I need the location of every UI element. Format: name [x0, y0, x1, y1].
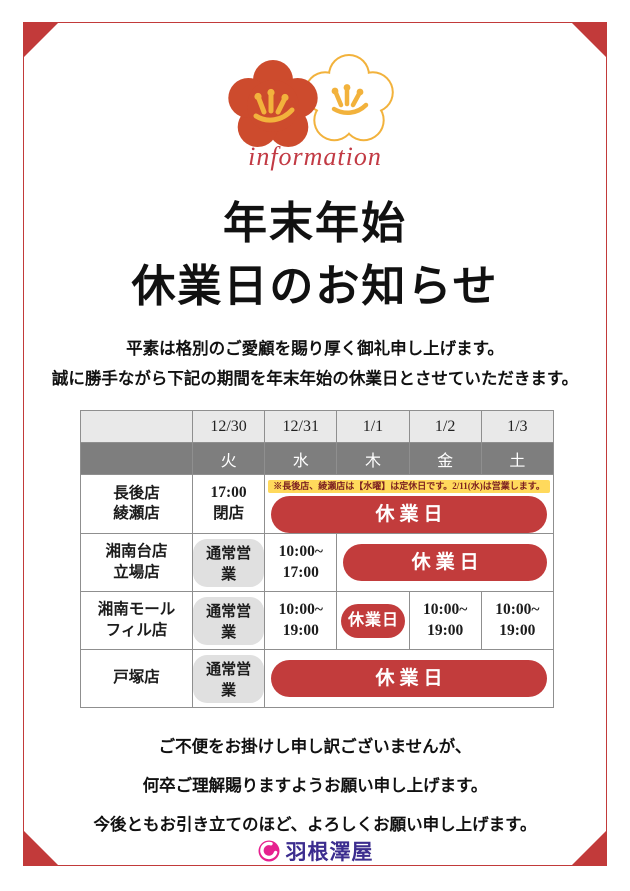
closed-span-cell: 休業日: [264, 649, 554, 708]
time-line: 10:00~: [423, 600, 468, 618]
table-row-shonan-mall-fill: 湘南モール フィル店 通常営業 10:00~ 19:00 休業日 10:00~: [80, 591, 554, 650]
store-name-line: 湘南モール: [97, 601, 176, 619]
brand-logo: 羽根澤屋: [0, 836, 630, 866]
time-line: 17:00: [210, 484, 247, 502]
day-header: 火: [191, 442, 266, 475]
schedule-cell: 通常営業: [191, 533, 266, 592]
closed-cell: 休業日: [336, 591, 410, 650]
closed-badge: 休業日: [271, 495, 547, 533]
logo-text: 羽根澤屋: [285, 841, 374, 864]
store-name-line: 立場店: [113, 563, 160, 581]
time-line: 10:00~: [278, 542, 323, 560]
table-row-dates: 12/30 12/31 1/1 1/2 1/3: [80, 410, 554, 443]
page-title: 年末年始 休業日のお知らせ: [0, 192, 630, 318]
open-badge: 通常営業: [193, 654, 265, 703]
closed-badge: 休業日: [271, 660, 547, 697]
corner-triangle-top-right: [571, 22, 607, 58]
date-header: 1/2: [408, 410, 482, 443]
store-name-line: 綾瀬店: [113, 505, 160, 522]
schedule-cell: 通常営業: [191, 649, 266, 708]
table-row-totsuka: 戸塚店 通常営業 休業日: [80, 649, 554, 708]
schedule-cell: 10:00~ 19:00: [408, 591, 482, 650]
store-name-line: 戸塚店: [113, 669, 160, 687]
closing-line-1: ご不便をお掛けし申し訳ございませんが、: [158, 737, 472, 756]
store-name-line: 湘南台店: [105, 543, 168, 561]
store-name-cell: 湘南台店 立場店: [80, 533, 193, 592]
schedule-cell: 17:00 閉店: [191, 474, 266, 534]
store-name-line: 長後店: [113, 484, 160, 502]
wednesday-note-badge: ※長後店、綾瀬店は【水曜】は定休日です。2/11(水)は営業します。: [268, 479, 550, 493]
day-header: 土: [480, 442, 554, 475]
information-label: information: [248, 142, 382, 171]
corner-triangle-top-left: [23, 22, 59, 58]
store-name-cell: 戸塚店: [80, 649, 193, 708]
date-header: 12/31: [264, 410, 338, 443]
greeting-line-1: 平素は格別のご愛顧を賜り厚く御礼申し上げます。: [126, 339, 504, 358]
store-name-cell: 長後店 綾瀬店: [80, 474, 193, 534]
time-line: 19:00: [282, 621, 319, 639]
schedule-cell: 通常営業: [191, 591, 266, 650]
greeting-line-2: 誠に勝手ながら下記の期間を年末年始の休業日とさせていただきます。: [51, 369, 579, 388]
closed-span-cell: ※長後店、綾瀬店は【水曜】は定休日です。2/11(水)は営業します。 休業日: [264, 474, 554, 534]
logo-swirl-icon: [258, 840, 279, 862]
schedule-cell: 10:00~ 19:00: [480, 591, 554, 650]
table-row-shonandai-tateba: 湘南台店 立場店 通常営業 10:00~ 17:00 休業日: [80, 533, 554, 592]
day-header: 金: [408, 442, 482, 475]
store-name-line: フィル店: [105, 621, 168, 639]
date-header: 1/3: [480, 410, 554, 443]
time-line: 17:00: [282, 563, 319, 581]
greeting-text: 平素は格別のご愛顧を賜り厚く御礼申し上げます。 誠に勝手ながら下記の期間を年末年…: [0, 334, 630, 394]
open-badge: 通常営業: [193, 596, 265, 645]
time-line: 19:00: [427, 621, 464, 639]
time-line: 10:00~: [495, 600, 540, 618]
title-line-1: 年末年始: [223, 199, 407, 248]
decorative-frame: [23, 22, 607, 866]
closed-span-cell: 休業日: [336, 533, 554, 592]
store-name-cell: 湘南モール フィル店: [80, 591, 193, 650]
date-header-blank: [80, 410, 193, 443]
closed-badge: 休業日: [341, 603, 405, 638]
day-header: 木: [336, 442, 410, 475]
closed-badge: 休業日: [343, 544, 547, 581]
plum-blossom-icon: [228, 54, 394, 147]
schedule-cell: 10:00~ 19:00: [264, 591, 338, 650]
time-line: 19:00: [499, 621, 536, 639]
date-header: 1/1: [336, 410, 410, 443]
schedule-table: 12/30 12/31 1/1 1/2 1/3 火 水 木 金 土 長後店: [80, 410, 554, 708]
closing-line-2: 何卒ご理解賜りますようお願い申し上げます。: [142, 776, 488, 795]
closing-line-3: 今後ともお引き立てのほど、よろしくお願い申し上げます。: [93, 815, 537, 834]
day-header-blank: [80, 442, 193, 475]
table-row-days: 火 水 木 金 土: [80, 442, 554, 475]
table-row-chogo-ayase: 長後店 綾瀬店 17:00 閉店 ※長後店、綾瀬店は【水曜】は定休日です。2/1…: [80, 474, 554, 534]
open-badge: 通常営業: [193, 538, 265, 587]
schedule-table-wrapper: 12/30 12/31 1/1 1/2 1/3 火 水 木 金 土 長後店: [80, 410, 554, 708]
closing-text: ご不便をお掛けし申し訳ございませんが、 何卒ご理解賜りますようお願い申し上げます…: [0, 727, 630, 844]
schedule-cell: 10:00~ 17:00: [264, 533, 338, 592]
date-header: 12/30: [191, 410, 266, 443]
day-header: 水: [264, 442, 338, 475]
time-line: 10:00~: [278, 600, 323, 618]
title-line-2: 休業日のお知らせ: [131, 262, 499, 311]
time-line: 閉店: [213, 505, 245, 522]
